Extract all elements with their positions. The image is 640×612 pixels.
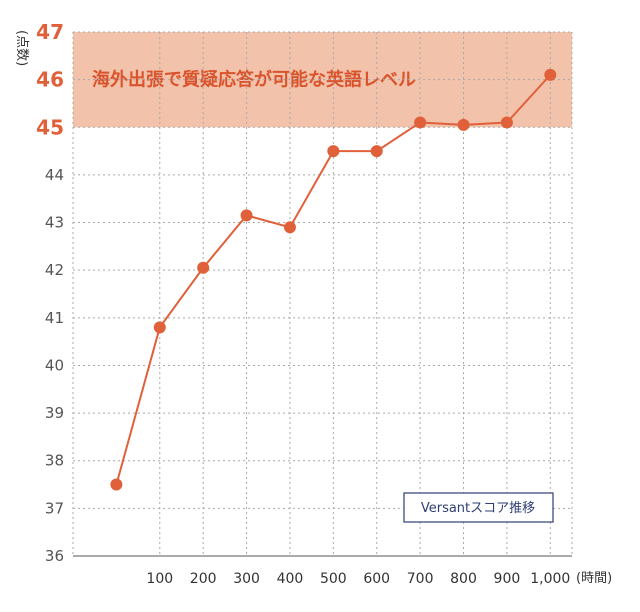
x-tick-label: 800 [450,571,477,587]
data-point [197,261,210,274]
x-tick-label: 500 [320,571,347,587]
y-tick-label: 43 [45,214,64,232]
target-band-layer: 海外出張で質疑応答が可能な英語レベル [73,32,572,128]
data-point [544,68,557,81]
y-tick-label: 44 [45,166,64,184]
y-axis-ticks: 36 37 38 39 40 41 42 43 44 45 46 47 [36,20,64,565]
x-tick-label: 900 [494,571,521,587]
x-axis-ticks: 100 200 300 400 500 600 700 800 900 1,000 [146,571,570,587]
x-tick-label: 1,000 [530,571,570,587]
data-point [110,478,123,491]
x-tick-label: 600 [363,571,390,587]
data-point [327,145,340,158]
data-point [153,321,166,334]
x-axis-unit-label: (時間) [576,571,612,586]
y-tick-label: 39 [45,404,64,422]
x-tick-label: 400 [277,571,304,587]
x-tick-label: 300 [233,571,260,587]
x-tick-label: 700 [407,571,434,587]
legend-box [403,492,554,523]
legend-label: Versantスコア推移 [421,501,535,516]
data-point [414,116,427,129]
y-tick-label: 36 [45,547,64,565]
y-tick-label: 47 [36,20,64,44]
y-tick-label: 41 [45,309,64,327]
y-tick-label: 42 [45,261,64,279]
y-tick-label: 46 [36,68,64,92]
data-point [500,116,513,129]
y-tick-label: 38 [45,452,64,470]
x-tick-label: 200 [190,571,217,587]
grid-lines [72,31,573,557]
y-tick-label: 37 [45,499,64,517]
data-point [240,209,253,222]
x-tick-label: 100 [146,571,173,587]
score-series [110,68,557,491]
y-tick-label: 40 [45,356,64,374]
y-axis-label: (点数) [14,30,29,66]
data-point [457,118,470,131]
data-point [370,145,383,158]
y-tick-label: 45 [36,115,64,139]
data-point [283,221,296,234]
legend: Versantスコア推移 [403,492,554,523]
